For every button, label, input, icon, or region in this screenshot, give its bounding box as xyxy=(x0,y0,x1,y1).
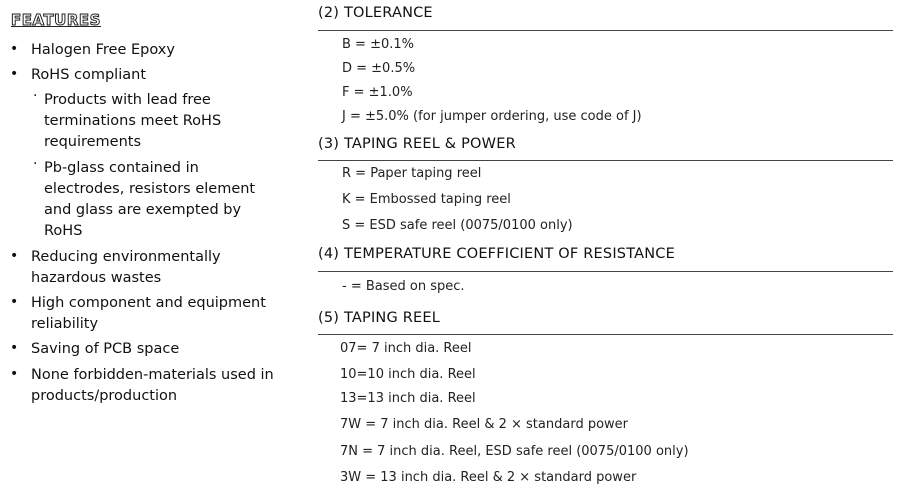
section-heading: (3) TAPING REEL & POWER xyxy=(318,136,516,152)
section-heading: (2) TOLERANCE xyxy=(318,5,433,21)
feature-subitem-text: Products with lead free xyxy=(44,92,211,108)
section-divider xyxy=(318,271,893,272)
feature-subitem-text: terminations meet RoHS xyxy=(44,113,222,129)
feature-item-text: Saving of PCB space xyxy=(31,341,180,357)
code-definition: R = Paper taping reel xyxy=(342,166,482,181)
section-divider xyxy=(318,334,893,335)
bullet-icon: • xyxy=(10,41,19,57)
section-divider xyxy=(318,160,893,161)
code-definition: 13=13 inch dia. Reel xyxy=(340,391,476,406)
bullet-icon: • xyxy=(10,340,19,356)
feature-subitem-text: electrodes, resistors element xyxy=(44,181,256,197)
code-definition: 7W = 7 inch dia. Reel & 2 × standard pow… xyxy=(340,417,629,432)
code-definition: 3W = 13 inch dia. Reel & 2 × standard po… xyxy=(340,470,637,485)
feature-subitem-text: requirements xyxy=(44,134,142,150)
feature-subitem-text: Pb-glass contained in xyxy=(44,160,199,176)
bullet-icon: • xyxy=(10,66,19,82)
feature-item-text: None forbidden-materials used in xyxy=(31,367,274,383)
code-definition: D = ±0.5% xyxy=(342,61,416,76)
feature-subitem-text: and glass are exempted by xyxy=(44,202,242,218)
feature-item-text: High component and equipment xyxy=(31,295,266,311)
section-heading: (4) TEMPERATURE COEFFICIENT OF RESISTANC… xyxy=(318,246,675,262)
code-definition: K = Embossed taping reel xyxy=(342,192,511,207)
feature-item-text: hazardous wastes xyxy=(31,270,162,286)
code-definition: 07= 7 inch dia. Reel xyxy=(340,341,472,356)
section-heading: (5) TAPING REEL xyxy=(318,310,440,326)
bullet-icon: • xyxy=(10,366,19,382)
section-divider xyxy=(318,30,893,31)
feature-item-text: Reducing environmentally xyxy=(31,249,221,265)
sub-bullet-icon: · xyxy=(33,156,38,172)
feature-item-text: products/production xyxy=(31,388,178,404)
features-title: FEATURES xyxy=(11,11,101,30)
code-definition: F = ±1.0% xyxy=(342,85,413,100)
feature-item-text: RoHS compliant xyxy=(31,67,147,83)
code-definition: 7N = 7 inch dia. Reel, ESD safe reel (00… xyxy=(340,444,689,459)
code-definition: J = ±5.0% (for jumper ordering, use code… xyxy=(342,109,642,124)
code-definition: 10=10 inch dia. Reel xyxy=(340,367,476,382)
bullet-icon: • xyxy=(10,294,19,310)
code-definition: - = Based on spec. xyxy=(342,279,465,294)
bullet-icon: • xyxy=(10,248,19,264)
sub-bullet-icon: · xyxy=(33,88,38,104)
feature-item-text: reliability xyxy=(31,316,99,332)
feature-subitem-text: RoHS xyxy=(44,223,83,239)
code-definition: B = ±0.1% xyxy=(342,37,414,52)
feature-item-text: Halogen Free Epoxy xyxy=(31,42,175,58)
code-definition: S = ESD safe reel (0075/0100 only) xyxy=(342,218,573,233)
